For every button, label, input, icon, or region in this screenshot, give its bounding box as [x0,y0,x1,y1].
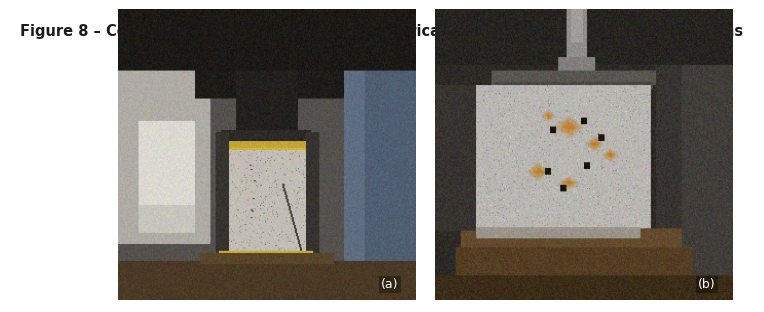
Text: Figure 8 – Compressive strength test (a) cylindrical specimens and (b) cubic spe: Figure 8 – Compressive strength test (a)… [21,24,743,39]
Text: (b): (b) [698,278,716,291]
Text: (a): (a) [381,278,399,291]
